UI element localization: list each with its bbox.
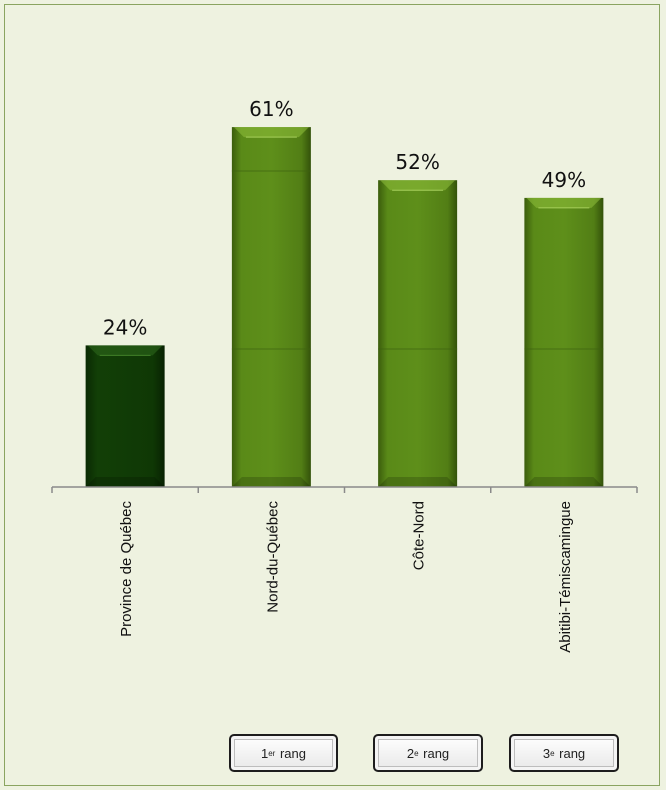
category-label: Province de Québec (118, 501, 135, 637)
category-label: Nord-du-Québec (264, 501, 281, 613)
rank-badge-suffix: er (268, 748, 276, 758)
bar-bevel-top (233, 127, 309, 138)
bar-body (378, 180, 458, 487)
rank-badge-1: 1 er rang (229, 734, 338, 772)
rank-badge-suffix: e (414, 748, 419, 758)
bar-body (85, 345, 165, 487)
value-label: 49% (542, 168, 586, 192)
bar-bevel-top (87, 345, 163, 356)
bar-4 (524, 197, 604, 487)
value-label: 52% (395, 150, 439, 174)
category-label: Côte-Nord (411, 501, 428, 570)
rank-badge-suffix: e (550, 748, 555, 758)
bar-bevel-top (380, 180, 456, 191)
value-label: 24% (103, 315, 147, 339)
bar-2 (231, 127, 311, 487)
bar-1 (85, 345, 165, 487)
rank-badge-word: rang (423, 745, 450, 761)
bar-bevel-bottom (378, 477, 458, 487)
bar-3 (378, 180, 458, 487)
rank-badge-word: rang (559, 745, 586, 761)
rank-badge-number: 1 (260, 745, 269, 761)
rank-badge-word: rang (279, 745, 306, 761)
value-label: 61% (249, 97, 293, 121)
bar-body (231, 127, 311, 487)
bar-bevel-top (526, 197, 602, 208)
bar-body (524, 197, 604, 487)
bar-bevel-bottom (524, 477, 604, 487)
bar-bevel-bottom (85, 477, 165, 487)
rank-badge-number: 3 (542, 745, 551, 761)
rank-badge-number: 2 (406, 745, 415, 761)
bar-bevel-bottom (231, 477, 311, 487)
category-label: Abitibi-Témiscamingue (557, 501, 574, 653)
